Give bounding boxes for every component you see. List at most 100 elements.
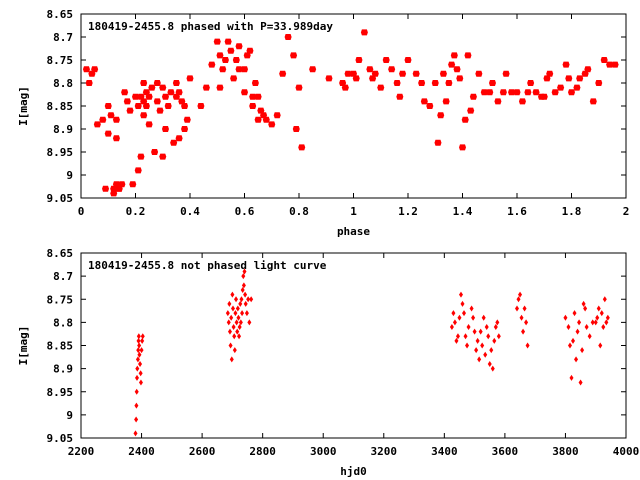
data-point (172, 93, 180, 100)
data-point (243, 300, 248, 307)
data-point (216, 84, 224, 91)
data-point (445, 80, 453, 86)
data-point (572, 310, 577, 317)
y-tick-label: 8.95 (47, 146, 74, 159)
data-point (577, 319, 582, 326)
x-tick-label: 0.4 (180, 205, 200, 218)
data-point (249, 103, 257, 109)
data-point (496, 333, 501, 340)
x-tick-label: 2200 (68, 445, 95, 458)
data-point (600, 57, 608, 63)
data-point (161, 93, 169, 100)
data-point (486, 89, 494, 96)
data-point (524, 319, 529, 326)
data-point (110, 190, 118, 197)
data-point (596, 305, 601, 312)
data-point (521, 328, 526, 335)
y-tick-label: 8.7 (53, 31, 73, 44)
data-point (181, 103, 189, 109)
data-point (140, 337, 145, 344)
data-point (388, 66, 396, 73)
data-point (412, 70, 420, 77)
data-point (557, 84, 565, 91)
data-point (102, 185, 110, 192)
data-point (471, 314, 476, 321)
data-point (449, 324, 454, 330)
data-point (488, 80, 496, 86)
data-point (247, 319, 252, 326)
data-point (513, 89, 521, 96)
data-point (254, 116, 262, 123)
data-point (481, 314, 486, 321)
data-point (434, 139, 442, 146)
data-point (581, 300, 586, 307)
data-point (515, 305, 519, 312)
data-point (181, 126, 189, 132)
x-tick-label: 1 (350, 205, 357, 218)
data-point (241, 66, 248, 73)
data-point (448, 61, 456, 68)
data-point (525, 342, 530, 349)
y-tick-label: 8.8 (53, 77, 73, 90)
data-point (112, 181, 120, 188)
data-point (551, 89, 559, 96)
data-point (578, 379, 583, 386)
y-tick-label: 8.95 (47, 386, 74, 399)
data-point (431, 80, 439, 86)
y-tick-label: 8.75 (47, 293, 74, 306)
data-point (161, 126, 169, 132)
data-point (134, 402, 139, 409)
data-point (475, 70, 483, 77)
data-point (230, 305, 235, 312)
data-point (136, 337, 141, 344)
data-point (484, 324, 489, 330)
data-point (138, 361, 143, 367)
x-axis-label: hjd0 (340, 465, 367, 478)
data-point (229, 356, 234, 363)
y-axis-label: I[mag] (17, 86, 30, 126)
panel-1: 0 0.2 0.4 0.6 0.8 1 1.2 1.4 1.6 1.8 2 8.65 8.7 8.75 8.… (17, 8, 629, 238)
x-tick-label: 2600 (189, 445, 216, 458)
data-point (235, 305, 240, 312)
data-point (472, 328, 477, 335)
data-point (580, 347, 585, 354)
data-point (532, 89, 540, 96)
x-tick-label: 4000 (613, 445, 640, 458)
data-point (486, 333, 491, 340)
data-point (418, 80, 426, 86)
data-point (568, 89, 575, 96)
data-point (213, 38, 221, 45)
data-point (216, 52, 224, 59)
data-point (567, 342, 572, 349)
data-point (134, 416, 139, 423)
data-point (135, 356, 140, 363)
panel-2: 2200 2400 2600 2800 3000 3200 3400 3600 3800 4000… (17, 247, 639, 478)
x-tick-label: 1.6 (507, 205, 527, 218)
data-point (587, 333, 592, 340)
data-point (540, 93, 548, 100)
data-point (231, 324, 236, 330)
data-point (82, 66, 90, 73)
x-tick-label: 1.4 (453, 205, 473, 218)
data-point (459, 144, 466, 151)
y-tick-label: 8.9 (53, 363, 73, 376)
data-point (583, 305, 588, 312)
data-point (228, 342, 233, 349)
data-point (439, 70, 447, 77)
data-point (377, 84, 385, 91)
data-point (469, 93, 477, 100)
data-point (601, 324, 606, 330)
data-point (462, 310, 467, 317)
data-point (183, 116, 191, 123)
data-point (244, 310, 249, 317)
x-axis-label: phase (337, 225, 370, 238)
data-point (249, 93, 257, 100)
y-axis-label: I[mag] (17, 326, 30, 366)
data-point (325, 75, 333, 82)
y-tick-label: 8.65 (47, 247, 74, 260)
data-point (352, 75, 360, 82)
data-point (123, 98, 131, 105)
data-point (489, 347, 494, 354)
y-tick-label: 8.65 (47, 8, 74, 21)
